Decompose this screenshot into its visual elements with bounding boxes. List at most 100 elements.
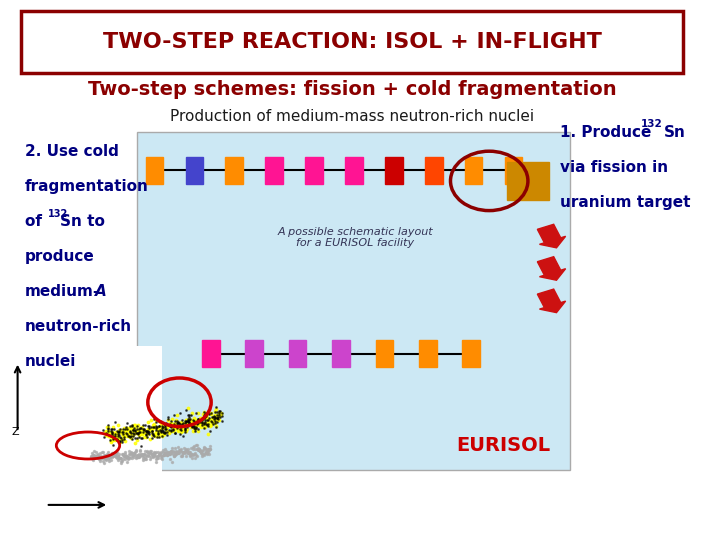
Point: [150, 455, 162, 464]
Text: 2. Use cold: 2. Use cold: [24, 144, 119, 159]
Point: [102, 427, 114, 435]
Point: [124, 453, 135, 462]
Point: [167, 450, 179, 458]
Point: [195, 414, 207, 422]
Point: [128, 430, 140, 439]
Point: [189, 441, 200, 450]
Point: [111, 430, 122, 439]
Point: [191, 451, 202, 460]
Point: [107, 436, 119, 444]
Point: [212, 412, 223, 421]
Point: [121, 424, 132, 433]
Point: [169, 416, 181, 425]
Point: [127, 423, 138, 432]
Point: [145, 453, 157, 461]
Point: [163, 421, 174, 430]
Point: [144, 426, 156, 435]
Point: [107, 449, 118, 458]
Point: [102, 431, 113, 440]
Point: [194, 414, 205, 423]
Point: [154, 450, 166, 458]
Text: via fission in: via fission in: [559, 160, 667, 175]
Point: [115, 433, 127, 442]
Point: [168, 422, 180, 431]
Point: [203, 421, 215, 429]
Point: [184, 448, 195, 456]
Point: [184, 411, 195, 420]
Point: [176, 416, 187, 424]
Point: [160, 447, 171, 456]
Point: [109, 429, 120, 438]
Point: [122, 454, 134, 462]
Point: [202, 422, 214, 430]
Point: [172, 426, 184, 434]
Point: [176, 417, 187, 426]
Point: [125, 448, 137, 456]
Point: [99, 428, 111, 436]
Point: [132, 422, 143, 430]
Point: [199, 418, 211, 427]
Point: [171, 416, 182, 424]
Point: [143, 422, 154, 430]
Point: [174, 422, 186, 430]
Point: [186, 449, 198, 458]
Point: [174, 446, 186, 454]
Text: Two-step schemes: fission + cold fragmentation: Two-step schemes: fission + cold fragmen…: [88, 79, 616, 99]
Point: [152, 432, 163, 441]
Point: [169, 421, 181, 430]
Point: [135, 442, 147, 451]
Bar: [266, 157, 283, 184]
Point: [198, 408, 210, 416]
Point: [189, 414, 200, 423]
Point: [204, 414, 215, 423]
Point: [129, 428, 140, 436]
Point: [103, 456, 114, 465]
Point: [137, 430, 148, 438]
Point: [163, 421, 175, 429]
Point: [215, 409, 226, 417]
Point: [200, 444, 212, 453]
Point: [158, 451, 169, 460]
Point: [181, 417, 193, 426]
Point: [117, 435, 129, 444]
Point: [140, 429, 152, 438]
Point: [189, 424, 201, 433]
Point: [126, 435, 138, 443]
Point: [146, 427, 158, 435]
Point: [127, 429, 138, 437]
Point: [150, 422, 162, 430]
Point: [88, 450, 99, 459]
Point: [206, 410, 217, 418]
Bar: [465, 157, 482, 184]
Point: [113, 436, 125, 445]
Point: [156, 431, 168, 440]
Point: [136, 423, 148, 431]
Point: [89, 447, 100, 455]
Point: [103, 427, 114, 436]
Text: 1. Produce: 1. Produce: [559, 125, 656, 140]
Point: [181, 418, 193, 427]
Point: [110, 453, 122, 461]
Point: [154, 418, 166, 427]
Point: [112, 421, 124, 430]
Point: [210, 416, 221, 425]
Point: [192, 424, 204, 433]
Point: [163, 413, 174, 421]
Point: [135, 446, 146, 454]
Point: [201, 409, 212, 417]
Point: [196, 422, 207, 431]
Point: [153, 429, 165, 437]
Point: [196, 416, 207, 425]
Point: [118, 452, 130, 461]
Point: [204, 446, 215, 455]
Point: [166, 421, 177, 430]
Point: [112, 447, 123, 456]
Point: [142, 448, 153, 457]
Point: [156, 431, 168, 440]
Point: [184, 451, 196, 460]
Point: [189, 424, 200, 433]
Point: [160, 423, 171, 431]
Point: [150, 433, 162, 441]
Point: [160, 425, 171, 434]
Point: [198, 413, 210, 421]
